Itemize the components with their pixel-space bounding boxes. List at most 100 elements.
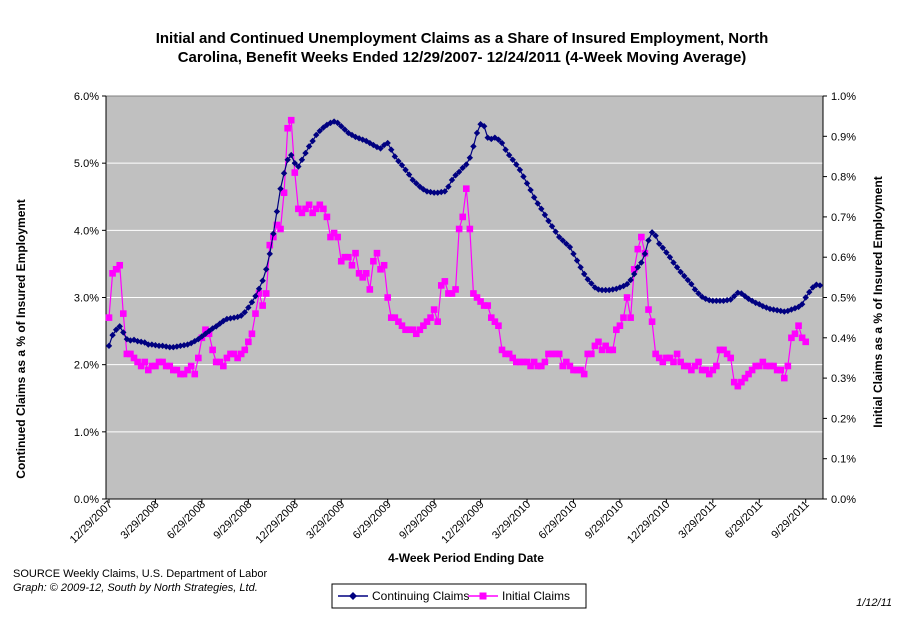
continuing-claims-point [516,166,524,174]
y-right-tick-label: 0.6% [831,252,856,264]
initial-claims-point [355,270,363,277]
continuing-claims-point [688,280,695,288]
continuing-claims-point [648,229,656,236]
continuing-claims-point [166,344,173,351]
initial-claims-point [209,346,216,354]
continuing-claims-point [573,257,581,264]
initial-claims-point [552,350,559,358]
initial-claims-point [702,366,709,374]
continuing-claims-point [413,180,420,187]
date-stamp: 1/12/11 [856,597,892,609]
initial-claims-point [309,209,316,217]
continuing-claims-point [684,276,692,284]
initial-claims-point [784,362,792,370]
continuing-claims-point [284,156,291,164]
y-right-tick-label: 0.2% [831,413,856,425]
continuing-claims-point [609,286,616,293]
continuing-claims-point [338,123,345,130]
x-tick-label: 6/29/2011 [723,499,766,542]
continuing-claims-point [752,299,759,307]
continuing-claims-point [731,292,738,300]
continuing-claims-point [798,301,806,308]
continuing-claims-point [523,180,531,187]
initial-claims-point [713,362,720,370]
continuing-claims-point [291,159,298,167]
initial-claims-point [305,201,313,209]
y-left-tick-label: 4.0% [74,225,99,237]
continuing-claims-point [502,146,509,153]
initial-claims-point [366,286,374,293]
continuing-claims-point [263,266,270,273]
initial-claims-point [180,370,188,378]
continuing-claims-point [498,139,506,147]
legend-box [331,583,587,609]
initial-claims-point [480,302,488,309]
initial-claims-point [520,358,527,366]
initial-claims-point [152,362,159,370]
initial-claims-point [320,205,327,213]
initial-claims-point [770,362,777,370]
continuing-claims-point [566,243,574,251]
initial-claims-point [170,366,177,374]
initial-claims-point [373,249,381,257]
initial-claims-point [323,213,331,221]
continuing-claims-point [584,276,591,283]
continuing-claims-point [791,305,799,312]
x-tick-label: 6/29/2008 [165,499,208,542]
credit-note: Graph: © 2009-12, South by North Strateg… [13,582,258,594]
x-tick-label: 12/29/2008 [253,499,300,546]
y-left-tick-label: 2.0% [74,360,99,372]
continuing-claims-point [277,185,284,192]
initial-claims-point [788,334,795,342]
continuing-claims-point [606,286,613,294]
initial-claims-point [409,326,416,334]
initial-claims-point [119,310,127,317]
initial-claims-point [445,290,452,297]
initial-claims-point [362,270,370,277]
initial-claims-point [448,290,456,297]
continuing-claims-point [391,153,399,160]
y-left-tick-label: 0.0% [74,494,99,506]
continuing-claims-point [405,171,413,178]
continuing-claims-point [505,151,513,159]
initial-claims-point [663,354,670,362]
initial-claims-point [177,370,184,378]
initial-claims-point [345,253,352,261]
initial-claims-point [377,265,384,273]
x-tick-label: 3/29/2008 [118,499,161,542]
continuing-claims-point [248,299,256,306]
initial-claims-point [795,322,802,330]
initial-claims-point [752,362,759,370]
initial-claims-point [230,350,238,358]
continuing-claims-point [552,228,559,235]
continuing-claims-point [295,163,302,170]
initial-claims-point [802,338,810,346]
continuing-claims-point [652,232,659,239]
continuing-claims-point [459,164,466,172]
initial-claims-point [216,358,224,366]
continuing-claims-point [398,161,406,169]
initial-claims-point [566,362,574,370]
continuing-claims-point [388,146,395,153]
continuing-claims-point [577,264,584,271]
initial-claims-point [262,290,270,297]
initial-claims-point [738,378,745,386]
initial-claims-point [655,354,663,362]
continuing-claims-point [237,312,245,319]
initial-claims-point [588,350,595,358]
continuing-claims-point [527,186,534,194]
continuing-claims-point [623,280,631,288]
continuing-claims-point [241,309,248,316]
continuing-claims-point [448,176,456,184]
initial-claims-point [398,322,406,330]
initial-claims-point [112,265,120,273]
continuing-claims-point [198,333,206,340]
initial-claims-point [745,370,752,378]
chart-title-line2: Carolina, Benefit Weeks Ended 12/29/2007… [178,49,747,66]
initial-claims-point [523,358,531,366]
initial-claims-point [184,366,191,374]
continuing-claims-point [659,244,666,251]
initial-claims-point [159,358,166,366]
initial-claims-point [370,257,377,265]
